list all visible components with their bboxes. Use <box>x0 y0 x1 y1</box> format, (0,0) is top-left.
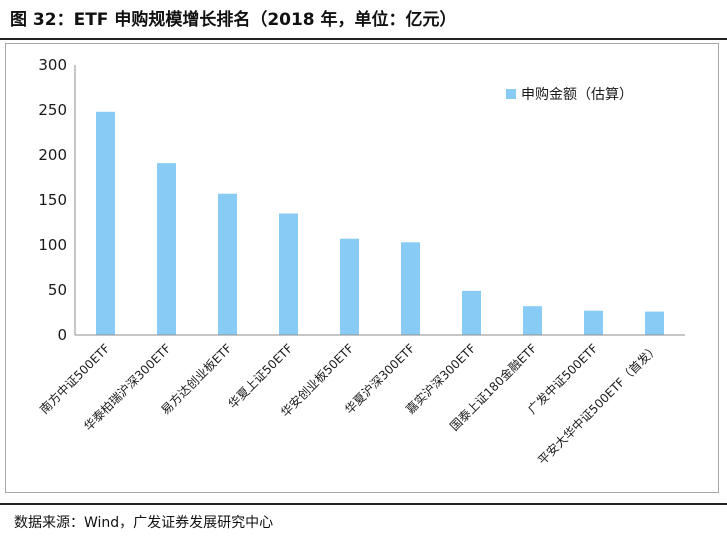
legend: 申购金额（估算） <box>506 87 633 103</box>
y-tick-label: 100 <box>38 236 67 254</box>
source-divider <box>0 503 727 505</box>
bar <box>279 213 298 335</box>
bar <box>340 238 359 335</box>
title-divider <box>0 38 727 40</box>
bar <box>462 290 481 335</box>
bar-chart: 0 50 100 150 200 250 300 南方中证500ETF华泰柏瑞沪深300ET… <box>36 56 685 468</box>
bar <box>401 242 420 335</box>
y-tick-label: 300 <box>38 56 67 74</box>
y-tick-label: 50 <box>48 281 67 299</box>
figure-title: 图 32：ETF 申购规模增长排名（2018 年，单位：亿元） <box>10 10 457 30</box>
bar <box>523 306 542 335</box>
source-note: 数据来源：Wind，广发证券发展研究中心 <box>14 515 274 531</box>
chart-frame: 0 50 100 150 200 250 300 南方中证500ETF 华泰柏瑞沪深300ET… <box>5 43 719 493</box>
bar-series <box>96 111 664 335</box>
y-tick-label: 150 <box>38 191 67 209</box>
x-tick-label: 平安大华中证500ETF（首发） <box>535 341 662 468</box>
y-axis-tick-labels: 0 50 100 150 200 250 300 <box>38 56 67 344</box>
bar <box>584 310 603 335</box>
bar <box>645 311 664 335</box>
legend-swatch <box>506 89 516 99</box>
bar <box>96 111 115 335</box>
x-tick-label: 华夏上证50ETF <box>226 341 296 411</box>
x-axis-tick-labels: 南方中证500ETF华泰柏瑞沪深300ETF易方达创业板ETF华夏上证50ETF… <box>36 340 661 467</box>
y-tick-label: 250 <box>38 101 67 119</box>
y-tick-label: 200 <box>38 146 67 164</box>
bar <box>218 193 237 335</box>
bar <box>157 163 176 335</box>
legend-label: 申购金额（估算） <box>521 87 633 103</box>
y-tick-label: 0 <box>57 326 67 344</box>
